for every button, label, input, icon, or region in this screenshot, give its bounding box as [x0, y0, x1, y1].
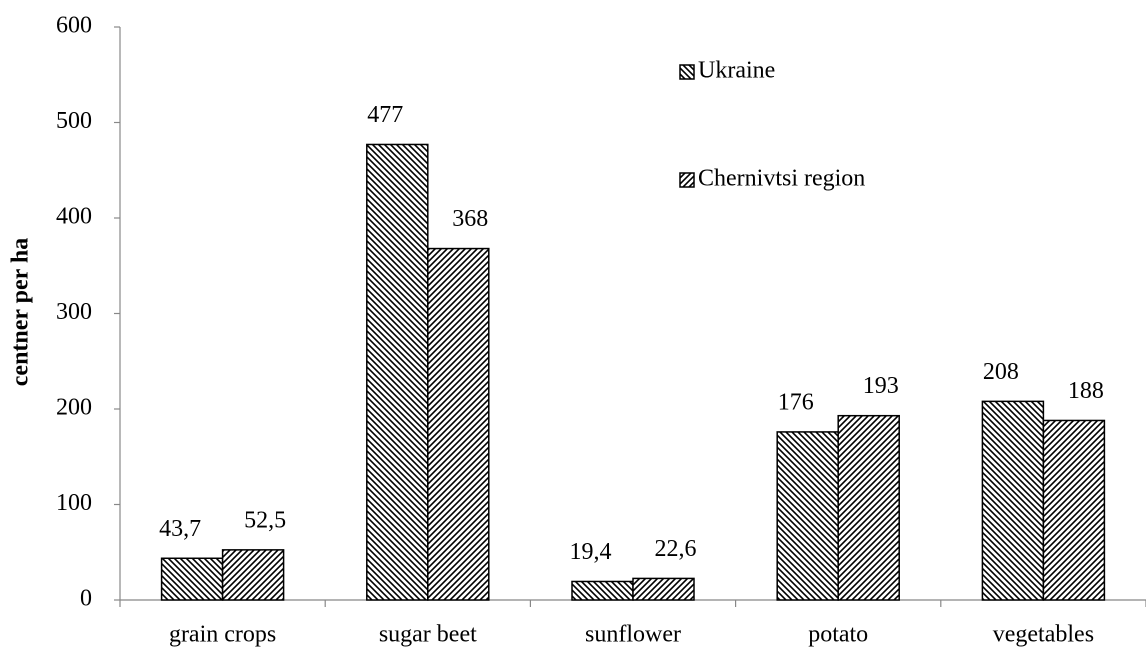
y-tick-label: 100 [56, 490, 92, 516]
x-tick-label: grain crops [169, 622, 276, 648]
bar [427, 247, 490, 601]
bar [221, 549, 285, 601]
bar [837, 414, 900, 601]
value-label: 22,6 [655, 536, 697, 562]
y-tick-label: 600 [56, 13, 92, 39]
value-label: 208 [983, 359, 1019, 385]
y-tick-label: 200 [56, 395, 92, 421]
bar [981, 400, 1045, 601]
bar [160, 557, 224, 601]
x-tick-label: sunflower [585, 622, 681, 648]
bar [632, 577, 695, 601]
value-label: 193 [863, 373, 899, 399]
legend-label: Chernivtsi region [698, 166, 865, 192]
legend-label: Ukraine [698, 58, 775, 84]
bar [776, 431, 839, 601]
value-label: 52,5 [244, 507, 286, 533]
y-tick-label: 300 [56, 299, 92, 325]
bar [366, 143, 429, 601]
value-label: 176 [778, 389, 814, 415]
x-tick-label: vegetables [993, 622, 1094, 648]
value-label: 188 [1068, 378, 1104, 404]
value-label: 477 [367, 102, 403, 128]
y-tick-label: 400 [56, 204, 92, 230]
value-label: 43,7 [159, 516, 201, 542]
legend-swatch [679, 64, 695, 80]
y-tick-label: 500 [56, 108, 92, 134]
y-axis-label: centner per ha [8, 238, 34, 386]
bar [1042, 419, 1106, 601]
value-label: 368 [452, 206, 488, 232]
legend-swatch [679, 172, 695, 188]
y-tick-label: 0 [80, 586, 92, 612]
bar [571, 580, 634, 601]
x-tick-label: potato [808, 622, 868, 648]
x-tick-label: sugar beet [379, 622, 477, 648]
value-label: 19,4 [570, 539, 612, 565]
